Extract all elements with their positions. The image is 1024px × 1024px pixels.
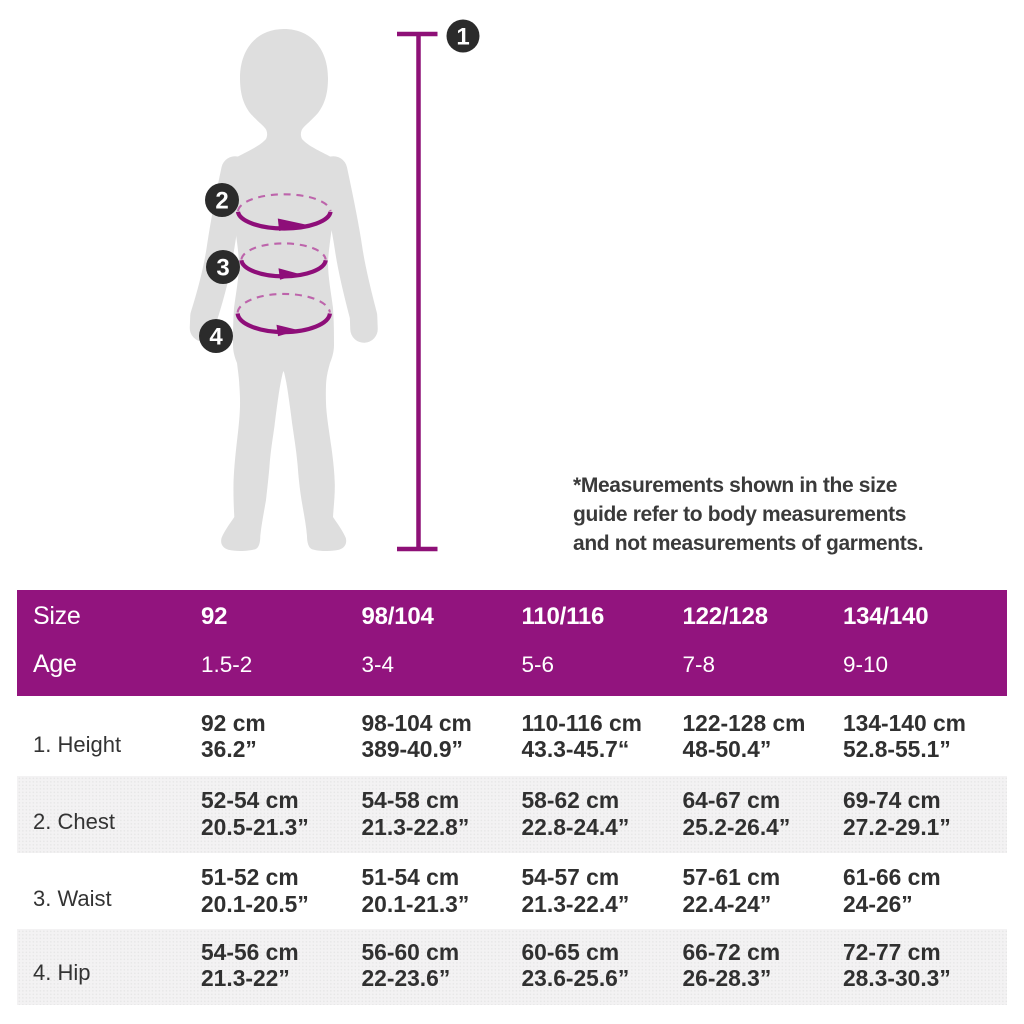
svg-text:1: 1 (456, 24, 469, 51)
svg-text:4: 4 (209, 324, 223, 351)
svg-text:2: 2 (215, 188, 228, 215)
svg-text:3: 3 (216, 255, 229, 282)
